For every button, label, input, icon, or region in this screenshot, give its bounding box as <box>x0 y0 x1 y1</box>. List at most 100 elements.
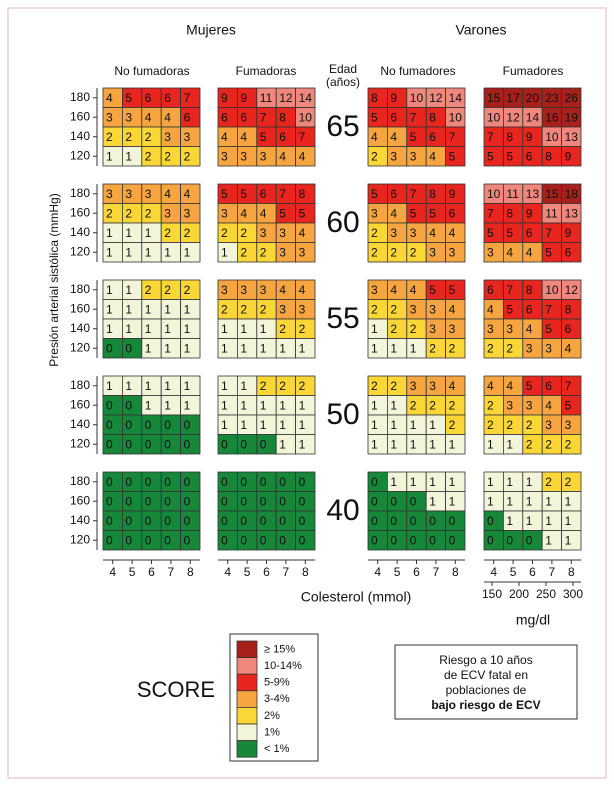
risk-value: 2 <box>106 206 113 220</box>
risk-value: 3 <box>487 245 494 259</box>
risk-value: 3 <box>125 110 132 124</box>
risk-value: 1 <box>125 245 132 259</box>
risk-value: 0 <box>260 475 267 489</box>
risk-value: 1 <box>125 302 132 316</box>
age-label: 50 <box>326 398 359 431</box>
risk-value: 1 <box>184 379 191 393</box>
risk-value: 6 <box>449 206 456 220</box>
risk-value: 5 <box>410 130 417 144</box>
risk-value: 3 <box>390 149 397 163</box>
risk-value: 8 <box>429 187 436 201</box>
risk-value: 1 <box>106 245 113 259</box>
risk-value: 12 <box>565 283 579 297</box>
risk-value: 0 <box>106 494 113 508</box>
risk-value: 0 <box>221 514 228 528</box>
risk-value: 5 <box>449 283 456 297</box>
risk-value: 1 <box>240 341 247 355</box>
note-line: de ECV fatal en <box>444 668 528 682</box>
risk-value: 3 <box>429 322 436 336</box>
risk-value: 10 <box>410 91 424 105</box>
risk-value: 0 <box>506 533 513 547</box>
risk-value: 1 <box>410 437 417 451</box>
note-line: bajo riesgo de ECV <box>431 698 540 712</box>
risk-value: 0 <box>184 475 191 489</box>
chol-tick-label: 6 <box>413 565 420 579</box>
bp-tick-label: 180 <box>70 474 90 488</box>
risk-value: 2 <box>390 302 397 316</box>
risk-value: 1 <box>506 514 513 528</box>
risk-value: 1 <box>371 322 378 336</box>
risk-value: 5 <box>429 206 436 220</box>
risk-value: 4 <box>449 226 456 240</box>
risk-value: 17 <box>506 91 520 105</box>
risk-value: 6 <box>487 283 494 297</box>
risk-value: 0 <box>184 437 191 451</box>
risk-value: 3 <box>184 130 191 144</box>
risk-value: 1 <box>526 494 533 508</box>
risk-value: 1 <box>164 245 171 259</box>
risk-value: 6 <box>260 187 267 201</box>
risk-value: 2 <box>125 130 132 144</box>
risk-value: 2 <box>240 302 247 316</box>
risk-value: 4 <box>487 302 494 316</box>
chol-tick-label: 8 <box>302 565 309 579</box>
risk-value: 0 <box>371 514 378 528</box>
risk-value: 5 <box>545 245 552 259</box>
risk-value: 1 <box>410 341 417 355</box>
risk-value: 0 <box>260 533 267 547</box>
risk-value: 0 <box>221 475 228 489</box>
risk-value: 6 <box>164 91 171 105</box>
risk-value: 1 <box>390 341 397 355</box>
risk-value: 0 <box>106 341 113 355</box>
risk-cell <box>180 530 201 551</box>
chol-tick-label: 4 <box>224 565 231 579</box>
risk-value: 0 <box>145 533 152 547</box>
risk-value: 4 <box>487 379 494 393</box>
risk-value: 1 <box>240 418 247 432</box>
legend-swatch <box>236 740 258 758</box>
risk-value: 8 <box>506 206 513 220</box>
risk-value: 0 <box>260 514 267 528</box>
risk-value: 5 <box>240 187 247 201</box>
risk-value: 0 <box>106 533 113 547</box>
risk-value: 2 <box>506 341 513 355</box>
risk-value: 10 <box>487 187 501 201</box>
bp-tick-label: 140 <box>70 513 90 527</box>
risk-value: 0 <box>299 514 306 528</box>
risk-value: 9 <box>449 187 456 201</box>
risk-value: 1 <box>106 322 113 336</box>
risk-value: 10 <box>299 110 313 124</box>
risk-value: 1 <box>299 341 306 355</box>
risk-value: 19 <box>565 110 579 124</box>
legend-label: ≥ 15% <box>264 643 295 655</box>
risk-value: 2 <box>106 130 113 144</box>
risk-value: 1 <box>125 379 132 393</box>
mgdl-tick-label: 300 <box>563 587 583 601</box>
note-box <box>394 644 578 720</box>
risk-value: 8 <box>371 91 378 105</box>
risk-value: 0 <box>184 514 191 528</box>
risk-value: 5 <box>260 130 267 144</box>
risk-value: 1 <box>106 283 113 297</box>
risk-value: 2 <box>371 226 378 240</box>
risk-value: 5 <box>429 283 436 297</box>
risk-value: 3 <box>506 322 513 336</box>
risk-value: 6 <box>429 130 436 144</box>
risk-value: 4 <box>279 149 286 163</box>
risk-value: 10 <box>449 110 463 124</box>
risk-value: 1 <box>526 475 533 489</box>
risk-value: 1 <box>164 322 171 336</box>
risk-value: 1 <box>279 437 286 451</box>
risk-value: 2 <box>506 418 513 432</box>
risk-value: 1 <box>221 398 228 412</box>
risk-value: 9 <box>390 91 397 105</box>
risk-value: 3 <box>260 226 267 240</box>
risk-value: 0 <box>240 437 247 451</box>
risk-value: 0 <box>390 494 397 508</box>
bp-tick-label: 160 <box>70 493 90 507</box>
mgdl-tick-label: 150 <box>482 587 502 601</box>
risk-value: 6 <box>526 149 533 163</box>
legend-label: 1% <box>264 726 280 738</box>
frame <box>7 7 607 779</box>
risk-value: 5 <box>125 91 132 105</box>
